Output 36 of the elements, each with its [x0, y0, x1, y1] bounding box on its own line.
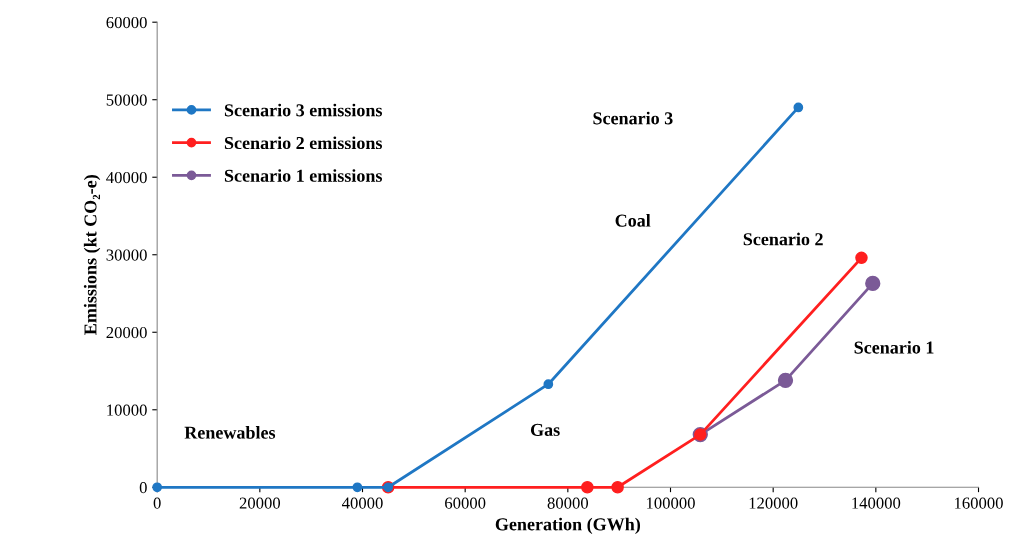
- y-tick-label: 20000: [106, 326, 147, 339]
- annotation: Scenario 3: [593, 111, 673, 125]
- legend-label: Scenario 2 emissions: [224, 136, 383, 150]
- legend-label: Scenario 3 emissions: [224, 103, 383, 117]
- x-tick-label: 160000: [954, 497, 1003, 509]
- x-tick-label: 0: [153, 497, 161, 509]
- y-tick-label: 40000: [106, 171, 147, 184]
- annotation: Scenario 2: [743, 232, 823, 246]
- y-axis-title: Emissions (kt CO₂-e): [83, 175, 101, 335]
- x-tick-label: 40000: [342, 497, 383, 509]
- x-tick-label: 20000: [239, 497, 281, 509]
- annotation: Gas: [530, 423, 560, 436]
- x-tick-label: 80000: [547, 497, 589, 509]
- y-tick-label: 60000: [106, 16, 147, 29]
- annotation: Coal: [615, 214, 651, 227]
- y-tick-label: 0: [139, 481, 147, 494]
- annotation: Scenario 1: [854, 340, 934, 354]
- x-tick-label: 100000: [646, 497, 695, 509]
- point: [777, 372, 794, 388]
- annotation: Renewables: [184, 426, 276, 439]
- x-axis-title: Generation (GWh): [495, 517, 641, 535]
- point: [865, 275, 881, 292]
- point: [855, 251, 868, 265]
- y-tick-label: 10000: [107, 404, 147, 416]
- x-tick-label: 140000: [852, 497, 901, 509]
- x-tick-label: 60000: [445, 497, 486, 509]
- point: [581, 481, 594, 494]
- point: [152, 482, 163, 493]
- y-tick-label: 30000: [106, 249, 147, 261]
- point: [352, 482, 363, 493]
- y-tick-label: 50000: [106, 94, 147, 106]
- legend-label: Scenario 1 emissions: [224, 169, 383, 182]
- point: [543, 379, 554, 390]
- point: [793, 102, 804, 113]
- x-tick-label: 120000: [749, 497, 798, 509]
- point: [611, 481, 624, 494]
